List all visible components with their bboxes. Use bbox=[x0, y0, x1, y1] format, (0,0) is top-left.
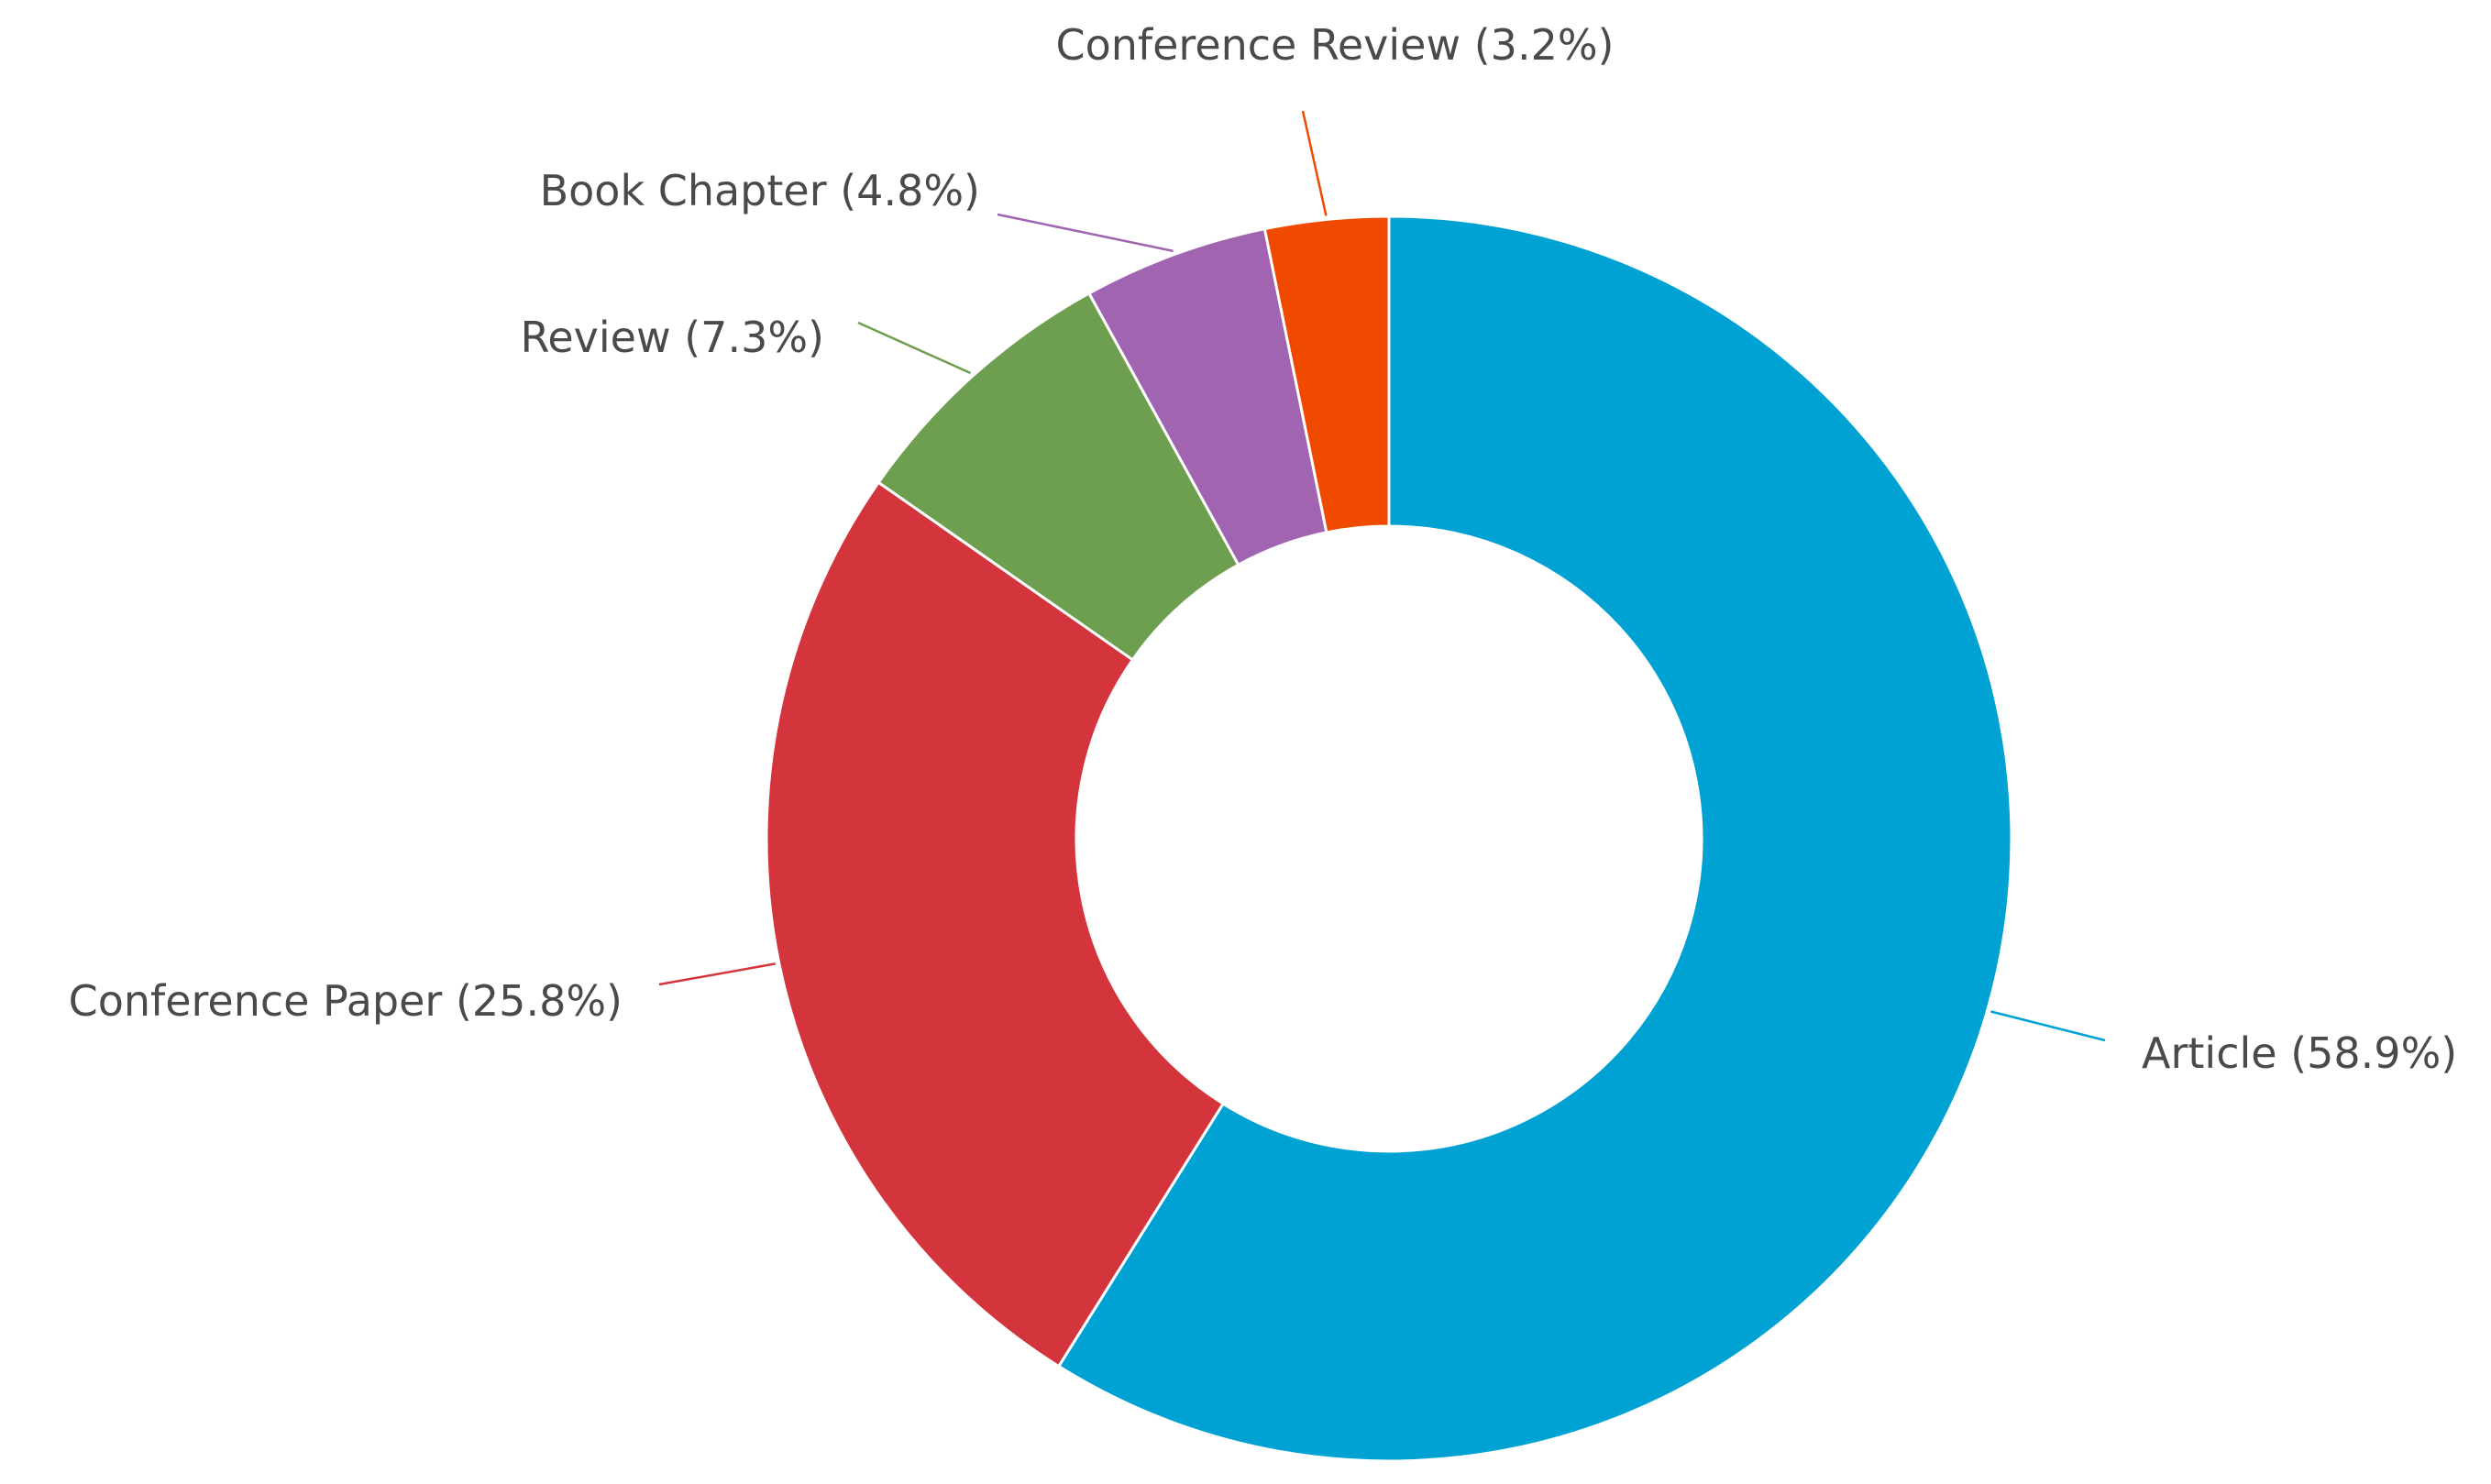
leader-line bbox=[658, 962, 776, 986]
label-value: (3.2%) bbox=[1474, 20, 1615, 70]
leader-line bbox=[1301, 110, 1328, 216]
donut-slice bbox=[765, 480, 1226, 1369]
donut-slice bbox=[1262, 214, 1391, 534]
leader-line bbox=[1990, 1010, 2106, 1042]
slice-label: Conference Review (3.2%) bbox=[1056, 20, 1615, 70]
label-category: Conference Review bbox=[1056, 20, 1461, 70]
slice-label: Article (58.9%) bbox=[2142, 1028, 2457, 1078]
donut-slice bbox=[1056, 214, 2013, 1463]
label-category: Book Chapter bbox=[540, 166, 827, 215]
label-value: (4.8%) bbox=[840, 166, 980, 215]
label-value: (58.9%) bbox=[2290, 1028, 2457, 1078]
label-value: (7.3%) bbox=[684, 313, 824, 362]
slice-label: Book Chapter (4.8%) bbox=[540, 166, 980, 215]
leader-line bbox=[997, 213, 1174, 253]
slice-label: Review (7.3%) bbox=[520, 313, 824, 362]
label-category: Article bbox=[2142, 1028, 2277, 1078]
slice-label: Conference Paper (25.8%) bbox=[69, 976, 623, 1026]
leader-line bbox=[857, 321, 972, 375]
label-category: Review bbox=[520, 313, 670, 362]
label-category: Conference Paper bbox=[69, 976, 443, 1026]
label-value: (25.8%) bbox=[456, 976, 623, 1026]
